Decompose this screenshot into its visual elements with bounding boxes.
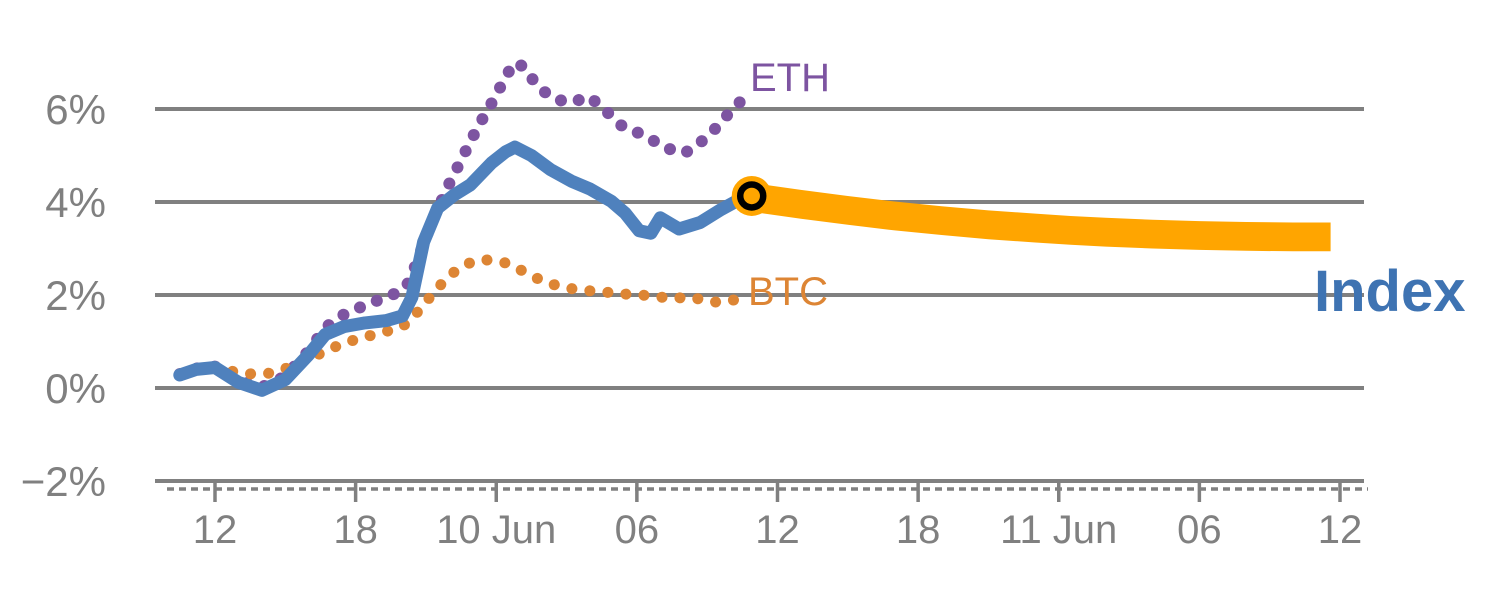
x-tick-label-4: 12 [755,508,800,552]
y-tick-label-2: 2% [45,272,106,319]
x-tick-label-2: 10 Jun [436,508,556,552]
btc-series-label: BTC [748,270,828,314]
y-tick-label-0: −2% [21,458,106,505]
y-tick-label-3: 4% [45,179,106,226]
eth-series-label: ETH [750,56,830,100]
series-btc [174,254,755,380]
series-index-forecast [751,182,1331,252]
y-tick-label-1: 0% [45,365,106,412]
y-tick-label-4: 6% [45,86,106,133]
x-tick-label-3: 06 [615,508,660,552]
series-eth [173,56,756,394]
x-tick-label-5: 18 [896,508,941,552]
x-tick-label-8: 12 [1318,508,1363,552]
series-index [173,140,759,397]
x-tick-label-1: 18 [333,508,378,552]
x-tick-label-6: 11 Jun [1000,508,1117,552]
x-tick-label-0: 12 [193,508,238,552]
forecast-marker-ring [736,181,767,211]
index-series-label: Index [1314,259,1466,324]
x-tick-label-7: 06 [1177,508,1222,552]
